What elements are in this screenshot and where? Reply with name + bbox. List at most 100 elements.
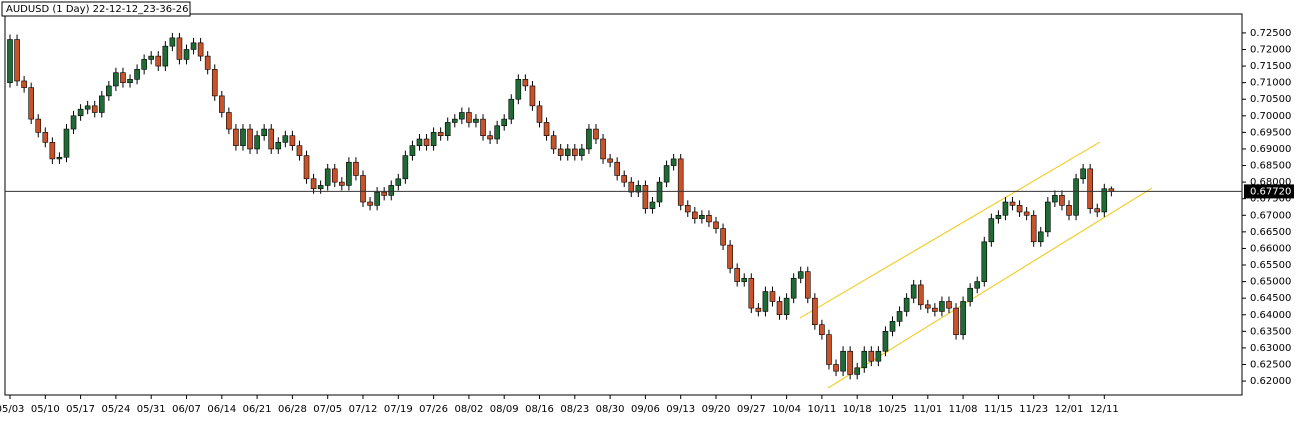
candle-body: [882, 331, 889, 352]
candle-body: [21, 80, 27, 88]
candle-body: [550, 135, 557, 150]
x-tick-label: 05/24: [101, 404, 130, 415]
candle-body: [91, 105, 98, 113]
candle-body: [748, 277, 755, 309]
candle-body: [1059, 195, 1065, 206]
candle-body: [444, 122, 451, 136]
candle-body: [635, 185, 642, 193]
y-tick-label: 0.65000: [1250, 277, 1291, 288]
candle-body: [148, 55, 154, 60]
candle-body: [84, 105, 91, 110]
candle-body: [1009, 201, 1016, 206]
candle-body: [974, 281, 981, 289]
y-tick-label: 0.67000: [1250, 210, 1291, 221]
candle-body: [35, 118, 42, 133]
candle-body: [339, 181, 345, 186]
candle-body: [233, 128, 239, 146]
candle-body: [211, 69, 218, 97]
chart-title: AUDUSD (1 Day) 22-12-12_23-36-26: [6, 4, 188, 15]
candle-body: [833, 364, 839, 372]
candle-body: [840, 350, 846, 372]
x-tick-label: 11/08: [949, 404, 978, 415]
candle-body: [353, 161, 359, 176]
current-price-box: [1244, 184, 1294, 199]
candle-body: [727, 244, 733, 269]
x-tick-label: 09/27: [737, 404, 766, 415]
candle-body: [466, 112, 472, 123]
candle-body: [183, 49, 190, 60]
candle-body: [226, 112, 232, 130]
x-tick-label: 11/15: [984, 404, 1013, 415]
candle-body: [430, 132, 437, 146]
candle-body: [501, 118, 508, 127]
candle-body: [28, 87, 34, 120]
candle-body: [127, 79, 133, 83]
candle-body: [762, 291, 769, 312]
y-tick-label: 0.62000: [1250, 376, 1291, 387]
candle-body: [614, 161, 620, 176]
candle-body: [169, 37, 176, 47]
x-tick-label: 12/11: [1090, 404, 1119, 415]
candle-body: [1030, 214, 1037, 243]
candle-body: [776, 301, 783, 316]
candle-body: [204, 55, 211, 70]
y-tick-label: 0.68500: [1250, 161, 1291, 172]
candle-body: [819, 324, 825, 335]
candle-body: [692, 211, 698, 219]
candle-body: [508, 98, 515, 120]
candle-body: [1037, 231, 1044, 243]
x-tick-label: 06/28: [278, 404, 307, 415]
y-tick-label: 0.71000: [1250, 78, 1291, 89]
x-tick-label: 11/23: [1019, 404, 1048, 415]
candle-body: [374, 191, 380, 206]
y-tick-label: 0.70000: [1250, 111, 1291, 122]
current-price-label: 0.67720: [1250, 186, 1291, 197]
candle-body: [268, 128, 275, 150]
candle-body: [621, 175, 628, 183]
candle-body: [1016, 205, 1023, 213]
y-tick-label: 0.70500: [1250, 94, 1291, 105]
candle-body: [826, 334, 832, 365]
candle-body: [1073, 178, 1079, 216]
candle-body: [981, 241, 988, 282]
candle-body: [1023, 211, 1030, 216]
candle-body: [7, 39, 13, 83]
candle-body: [861, 350, 868, 369]
candle-body: [275, 142, 282, 150]
candle-body: [924, 304, 931, 309]
candle-body: [141, 59, 147, 70]
candle-body: [77, 108, 84, 117]
x-tick-label: 05/03: [0, 404, 24, 415]
candle-body: [699, 214, 705, 219]
candle-body: [713, 221, 719, 229]
candle-body: [402, 155, 409, 180]
x-tick-label: 11/01: [913, 404, 942, 415]
x-tick-label: 08/09: [490, 404, 519, 415]
candle-body: [741, 277, 748, 282]
candle-body: [579, 148, 585, 156]
candle-body: [409, 145, 416, 156]
title-box: [1, 1, 191, 17]
candle-body: [720, 228, 726, 246]
x-tick-label: 08/16: [525, 404, 554, 415]
x-tick-label: 08/23: [560, 404, 589, 415]
candle-body: [536, 105, 543, 123]
candle-body: [197, 42, 204, 57]
candle-body: [677, 158, 684, 206]
y-tick-label: 0.64000: [1250, 310, 1291, 321]
candle-body: [896, 311, 903, 322]
candle-body: [734, 268, 740, 282]
candle-body: [1045, 201, 1051, 233]
candle-body: [783, 297, 790, 316]
candle-body: [995, 214, 1002, 219]
candle-body: [932, 307, 938, 312]
y-tick-label: 0.72000: [1250, 44, 1291, 55]
y-tick-label: 0.63000: [1250, 343, 1291, 354]
candle-body: [70, 115, 77, 130]
candle-body: [607, 158, 613, 163]
candle-body: [324, 168, 331, 186]
y-tick-label: 0.69000: [1250, 144, 1291, 155]
candle-body: [628, 181, 635, 193]
candle-body: [593, 128, 599, 140]
x-tick-label: 08/02: [454, 404, 483, 415]
